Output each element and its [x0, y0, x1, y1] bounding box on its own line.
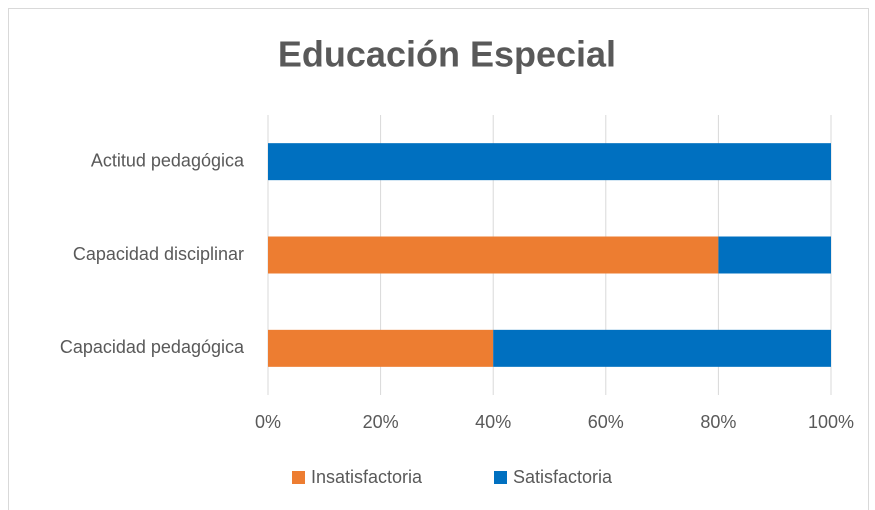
bar-segment — [268, 143, 831, 181]
bar-segment — [718, 236, 831, 274]
x-tick-label: 60% — [588, 412, 624, 432]
x-tick-label: 100% — [808, 412, 854, 432]
bar-segment — [268, 236, 719, 274]
legend-swatch — [494, 471, 507, 484]
x-tick-label: 80% — [700, 412, 736, 432]
y-tick-label: Actitud pedagógica — [91, 150, 245, 170]
x-tick-label: 20% — [363, 412, 399, 432]
chart-title: Educación Especial — [278, 34, 616, 75]
y-tick-label: Capacidad pedagógica — [60, 337, 245, 357]
bar-segment — [268, 329, 494, 367]
x-tick-label: 0% — [255, 412, 281, 432]
legend-label: Satisfactoria — [513, 467, 613, 487]
legend-swatch — [292, 471, 305, 484]
bar-segment — [493, 329, 831, 367]
y-tick-label: Capacidad disciplinar — [73, 244, 244, 264]
x-tick-label: 40% — [475, 412, 511, 432]
legend-label: Insatisfactoria — [311, 467, 423, 487]
